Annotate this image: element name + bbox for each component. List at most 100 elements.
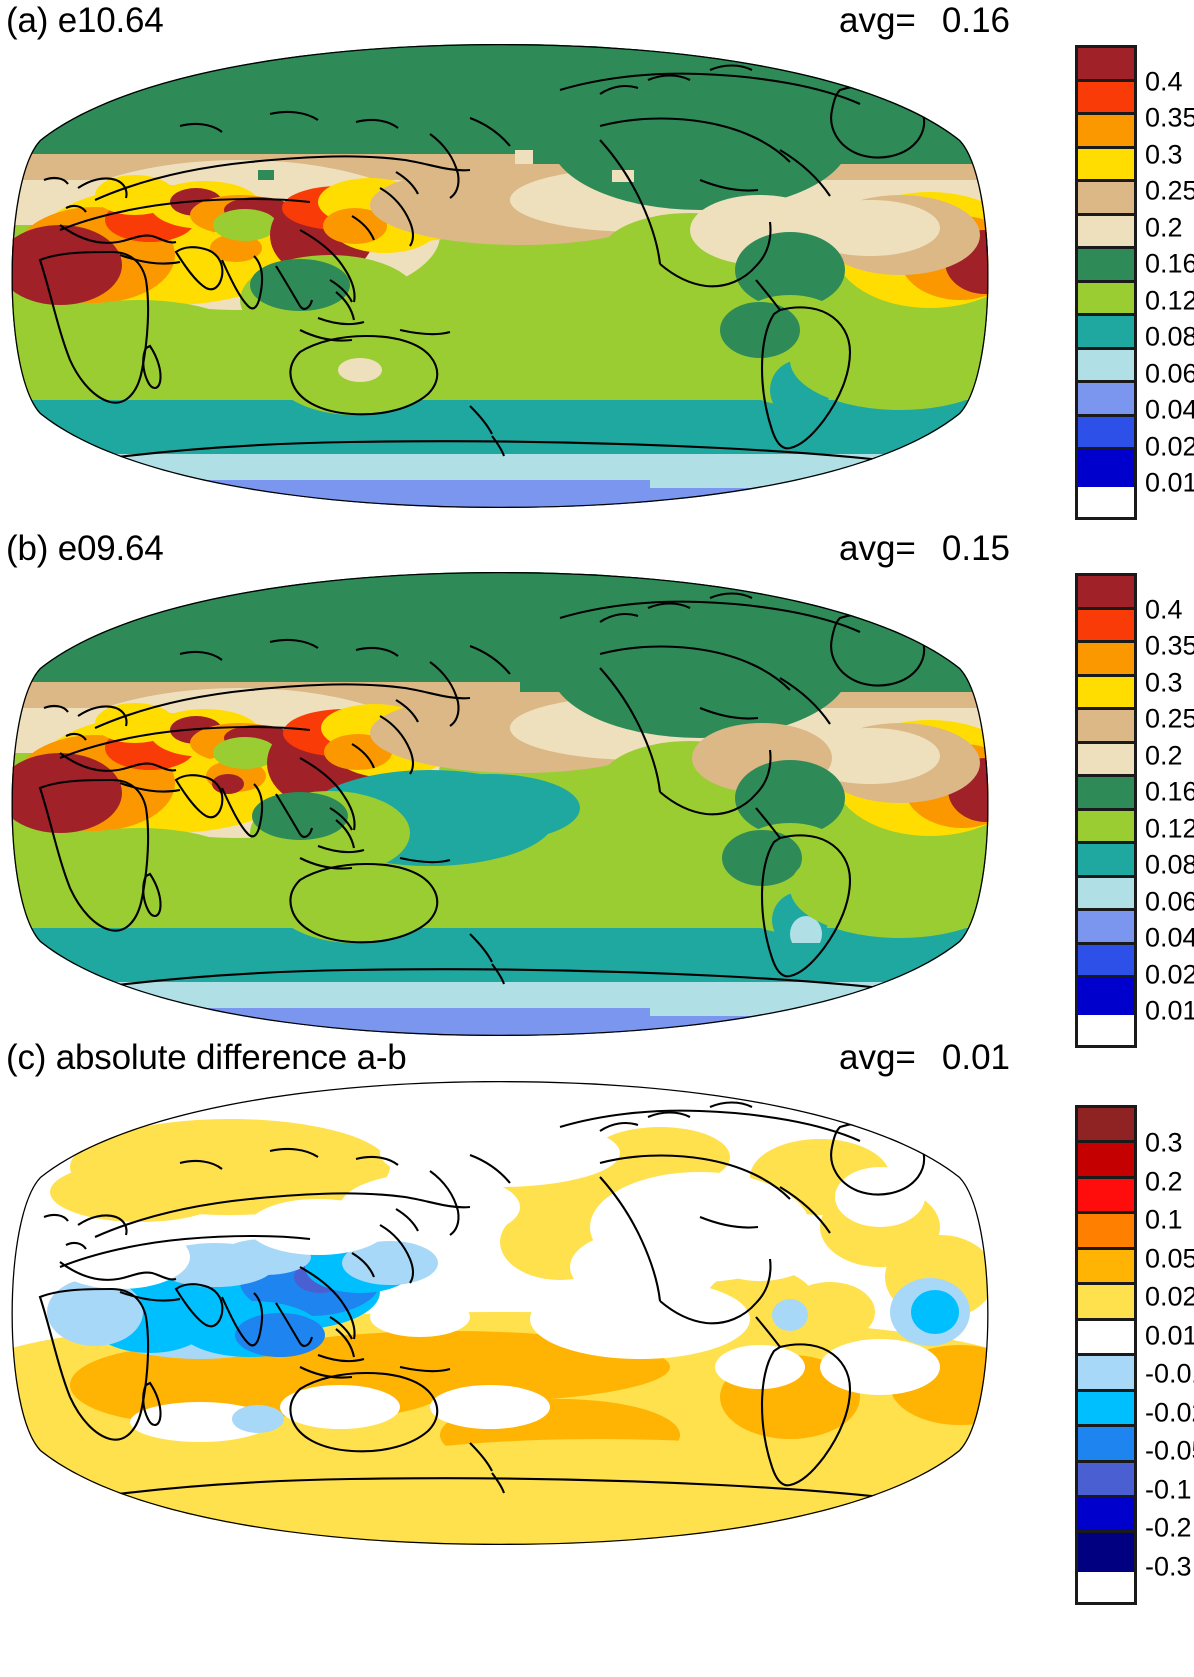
colorbar-swatch xyxy=(1078,877,1134,912)
colorbar-tick-label: 0.2 xyxy=(1145,1166,1183,1197)
colorbar-tick-label: -0.2 xyxy=(1145,1512,1192,1543)
colorbar-swatch xyxy=(1078,609,1134,644)
panel-c-avg-label: avg= xyxy=(839,1038,916,1077)
colorbar-swatch xyxy=(1078,1497,1134,1534)
colorbar-swatch xyxy=(1078,777,1134,811)
colorbar-swatch xyxy=(1078,1214,1134,1250)
colorbar-swatch xyxy=(1078,349,1134,384)
panel-a-map-svg xyxy=(11,44,989,508)
panel-a-avg-value: 0.16 xyxy=(941,1,1010,40)
colorbar-swatch xyxy=(1078,316,1134,350)
colorbar-tick-label: -0.01 xyxy=(1145,1358,1194,1389)
colorbar-tick-label: 0.01 xyxy=(1145,1320,1194,1351)
colorbar-swatch xyxy=(1078,978,1134,1015)
panel-b: (b) e09.64 avg= 0.15 xyxy=(0,528,1194,1048)
colorbar-swatch xyxy=(1078,383,1134,417)
colorbar-tick-label: 0.05 xyxy=(1145,1243,1194,1274)
colorbar-tick-label: 0.02 xyxy=(1145,431,1194,462)
colorbar-swatch xyxy=(1078,81,1134,116)
colorbar-swatch xyxy=(1078,810,1134,845)
colorbar-tick-label: 0.25 xyxy=(1145,703,1194,734)
panel-c-header: (c) absolute difference a-b avg= 0.01 xyxy=(0,1037,1010,1083)
colorbar-swatch xyxy=(1078,1285,1134,1321)
colorbar-tick-label: 0.08 xyxy=(1145,849,1194,880)
colorbar-tick-label: 0.02 xyxy=(1145,1281,1194,1312)
panel-b-header: (b) e09.64 avg= 0.15 xyxy=(0,528,1010,574)
colorbar-tick-label: -0.1 xyxy=(1145,1474,1192,1505)
colorbar-swatch xyxy=(1078,576,1134,610)
colorbar-swatch xyxy=(1078,249,1134,283)
panel-c-map-svg xyxy=(11,1081,989,1545)
colorbar-swatch xyxy=(1078,416,1134,451)
colorbar-tick-label: 0.2 xyxy=(1145,212,1183,243)
colorbar-swatch xyxy=(1078,643,1134,677)
colorbar-panel-a: 0.4 0.35 0.3 0.25 0.2 0.16 0.12 0.08 0.06 0.04 0.0… xyxy=(1075,45,1194,520)
colorbar-swatch xyxy=(1078,1108,1134,1144)
panel-c-map xyxy=(0,1067,1000,1557)
colorbar-swatch xyxy=(1078,1391,1134,1428)
colorbar-tick-label: -0.3 xyxy=(1145,1551,1192,1582)
colorbar-panel-c: 0.3 0.2 0.1 0.05 0.02 0.01 -0.01 -0.02 -0.05 -0.1… xyxy=(1075,1105,1194,1605)
panel-c-avg-value: 0.01 xyxy=(941,1038,1010,1077)
panel-a-avg-label: avg= xyxy=(839,1,916,40)
colorbar-swatch xyxy=(1078,215,1134,250)
panel-b-avg-label: avg= xyxy=(839,529,916,568)
colorbar-tick-label: 0.04 xyxy=(1145,922,1194,953)
colorbar-tick-label: -0.02 xyxy=(1145,1397,1194,1428)
colorbar-swatch xyxy=(1078,282,1134,317)
colorbar-tick-label: 0.06 xyxy=(1145,886,1194,917)
colorbar-tick-label: -0.05 xyxy=(1145,1435,1194,1466)
colorbar-panel-b: 0.4 0.35 0.3 0.25 0.2 0.16 0.12 0.08 0.06 0.04 0.0… xyxy=(1075,573,1194,1048)
colorbar-tick-label: 0.35 xyxy=(1145,630,1194,661)
panel-c: (c) absolute difference a-b avg= 0.01 xyxy=(0,1037,1194,1605)
panel-b-average: avg= 0.15 xyxy=(839,528,1010,570)
panel-b-map xyxy=(0,558,1000,1048)
colorbar-tick-label: 0.08 xyxy=(1145,321,1194,352)
colorbar-tick-label: 0.3 xyxy=(1145,139,1183,170)
panel-c-title: (c) absolute difference a-b xyxy=(6,1038,407,1077)
colorbar-swatch xyxy=(1078,944,1134,979)
colorbar-swatch xyxy=(1078,1356,1134,1392)
colorbar-tick-label: 0.25 xyxy=(1145,175,1194,206)
panel-a: (a) e10.64 avg= 0.16 xyxy=(0,0,1194,520)
panel-c-average: avg= 0.01 xyxy=(839,1037,1010,1079)
colorbar-tick-label: 0.12 xyxy=(1145,813,1194,844)
colorbar-swatch xyxy=(1078,1533,1134,1572)
panel-c-coastlines xyxy=(11,1081,989,1545)
colorbar-tick-label: 0.35 xyxy=(1145,102,1194,133)
colorbar-panel-c-box xyxy=(1075,1105,1137,1605)
panel-a-coastlines xyxy=(11,44,989,508)
colorbar-swatch xyxy=(1078,844,1134,878)
panel-a-title: (a) e10.64 xyxy=(6,1,164,40)
colorbar-swatch xyxy=(1078,182,1134,216)
panel-b-avg-value: 0.15 xyxy=(941,529,1010,568)
colorbar-tick-label: 0.12 xyxy=(1145,285,1194,316)
panel-a-average: avg= 0.16 xyxy=(839,0,1010,42)
panel-a-map xyxy=(0,30,1000,520)
colorbar-tick-label: 0.16 xyxy=(1145,776,1194,807)
colorbar-swatch xyxy=(1078,1427,1134,1463)
colorbar-swatch xyxy=(1078,115,1134,149)
colorbar-swatch xyxy=(1078,676,1134,711)
colorbar-swatch xyxy=(1078,743,1134,778)
colorbar-swatch xyxy=(1078,1178,1134,1215)
colorbar-swatch xyxy=(1078,1249,1134,1286)
colorbar-tick-label: 0.01 xyxy=(1145,995,1194,1026)
colorbar-tick-label: 0.2 xyxy=(1145,740,1183,771)
colorbar-tick-label: 0.02 xyxy=(1145,959,1194,990)
colorbar-tick-label: 0.4 xyxy=(1145,594,1183,625)
colorbar-swatch xyxy=(1078,148,1134,183)
colorbar-tick-label: 0.4 xyxy=(1145,66,1183,97)
colorbar-tick-label: 0.06 xyxy=(1145,358,1194,389)
colorbar-swatch xyxy=(1078,911,1134,945)
colorbar-tick-label: 0.01 xyxy=(1145,467,1194,498)
colorbar-panel-b-box xyxy=(1075,573,1137,1048)
colorbar-swatch xyxy=(1078,1143,1134,1179)
panel-b-map-svg xyxy=(11,572,989,1036)
colorbar-panel-a-box xyxy=(1075,45,1137,520)
colorbar-swatch xyxy=(1078,1320,1134,1357)
panel-b-coastlines xyxy=(11,572,989,1036)
colorbar-swatch xyxy=(1078,1462,1134,1498)
colorbar-swatch xyxy=(1078,48,1134,82)
